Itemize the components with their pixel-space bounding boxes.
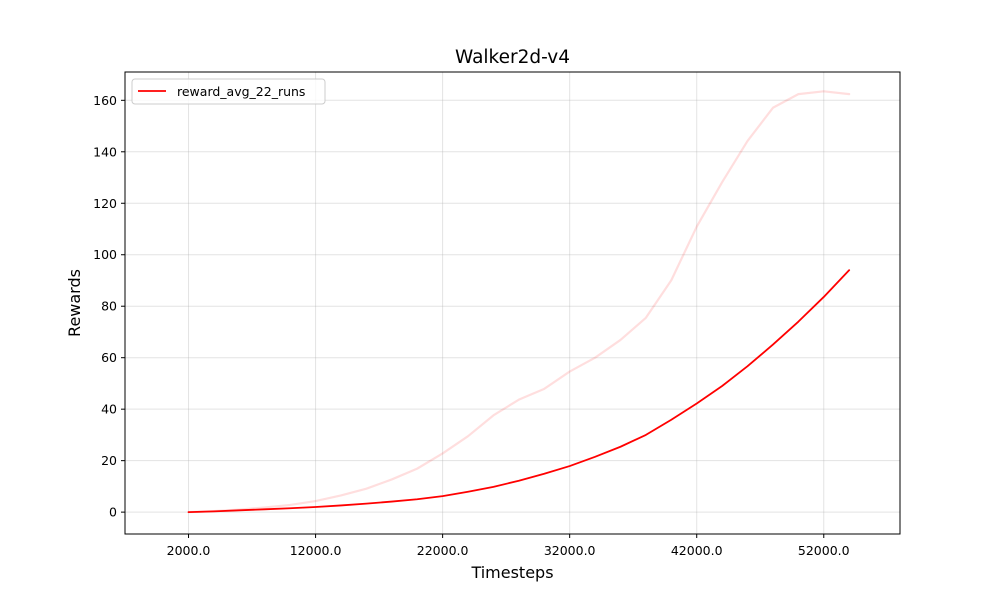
x-axis-label: Timesteps [470, 563, 553, 582]
legend: reward_avg_22_runs [131, 78, 326, 105]
y-tick-label: 140 [93, 144, 117, 159]
x-tick-label: 42000.0 [671, 543, 723, 558]
x-tick-label: 32000.0 [544, 543, 596, 558]
y-tick-label: 120 [93, 196, 117, 211]
grid-layer [125, 72, 900, 534]
chart-title: Walker2d-v4 [455, 47, 570, 68]
y-tick-label: 60 [101, 350, 117, 365]
y-tick-label: 40 [101, 402, 117, 417]
y-axis-label: Rewards [65, 269, 84, 337]
plot-frame [124, 71, 901, 535]
series-line-raw [187, 90, 851, 514]
series-layer [187, 90, 851, 514]
y-axis: 0 20 40 60 80 100 120 140 160 [93, 93, 125, 520]
x-tick-label: 12000.0 [290, 543, 342, 558]
x-axis: 2000.0 12000.0 22000.0 32000.0 42000.0 52000.… [167, 534, 850, 558]
series-line-reward_avg_22_runs [187, 269, 851, 514]
x-tick-label: 2000.0 [167, 543, 211, 558]
y-tick-label: 80 [101, 299, 117, 314]
x-tick-label: 52000.0 [798, 543, 850, 558]
x-tick-label: 22000.0 [417, 543, 469, 558]
y-tick-label: 100 [93, 247, 117, 262]
y-tick-label: 0 [109, 505, 117, 520]
y-tick-label: 20 [101, 453, 117, 468]
legend-box [131, 78, 326, 105]
legend-label: reward_avg_22_runs [177, 84, 305, 99]
y-tick-label: 160 [93, 93, 117, 108]
